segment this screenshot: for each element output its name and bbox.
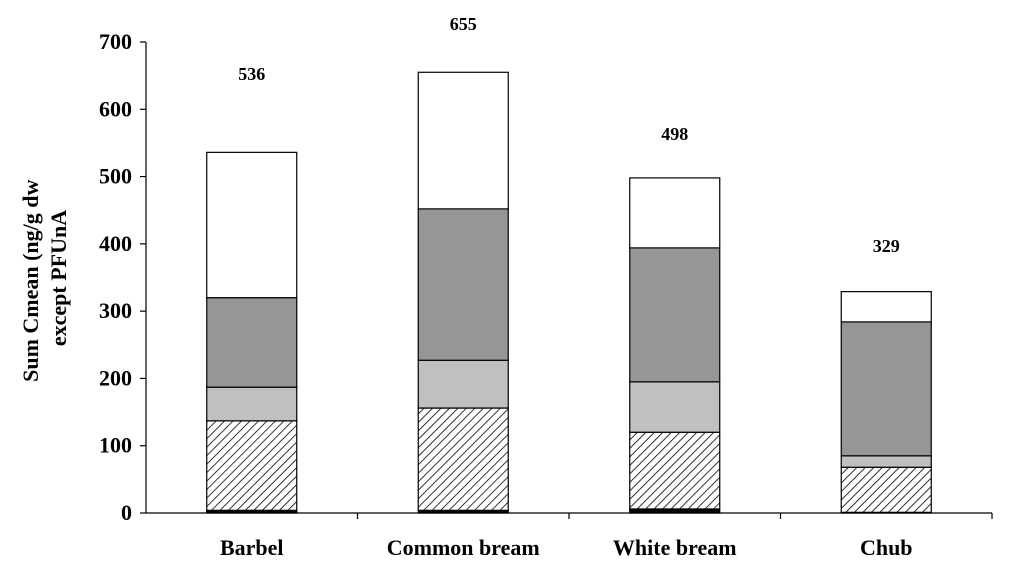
y-tick-label: 700 [99, 29, 132, 54]
x-category-label: Common bream [387, 535, 540, 560]
x-category-label: Barbel [220, 535, 284, 560]
bar-segment [418, 408, 508, 510]
y-tick-label: 400 [99, 231, 132, 256]
y-tick-label: 500 [99, 164, 132, 189]
y-tick-label: 100 [99, 433, 132, 458]
x-category-label: Chub [860, 535, 913, 560]
bar-segment [630, 509, 720, 513]
bar-total-label: 498 [661, 124, 688, 144]
bar-segment [207, 387, 297, 421]
y-axis-title-line-1: Sum Cmean (ng/g dw [18, 179, 43, 381]
bar-total-label: 655 [450, 14, 477, 34]
bar-total-label: 536 [238, 64, 265, 84]
bar-segment [418, 72, 508, 209]
bar-total-label: 329 [873, 236, 900, 256]
bar-segment [207, 421, 297, 510]
bar-segment [630, 382, 720, 432]
bar-segment [841, 322, 931, 456]
y-tick-label: 200 [99, 365, 132, 390]
bar-segment [841, 456, 931, 467]
bar-segment [207, 152, 297, 297]
bar-segment [630, 248, 720, 382]
bar-segment [630, 178, 720, 248]
y-tick-label: 0 [121, 500, 132, 525]
bar-segment [841, 292, 931, 322]
bar-segment [841, 467, 931, 512]
bar-segment [418, 360, 508, 408]
y-axis-title: Sum Cmean (ng/g dw except PFUnA [18, 174, 71, 382]
bar-segment [207, 298, 297, 387]
y-tick-label: 300 [99, 298, 132, 323]
bar-segment [418, 209, 508, 360]
plot-area: 0 100 200 300 400 500 600 700 Barbel Common bream… [99, 14, 992, 560]
y-axis-title-line-2: except PFUnA [46, 210, 71, 346]
x-category-label: White bream [613, 535, 737, 560]
bar-segment [630, 432, 720, 509]
y-tick-label: 600 [99, 96, 132, 121]
